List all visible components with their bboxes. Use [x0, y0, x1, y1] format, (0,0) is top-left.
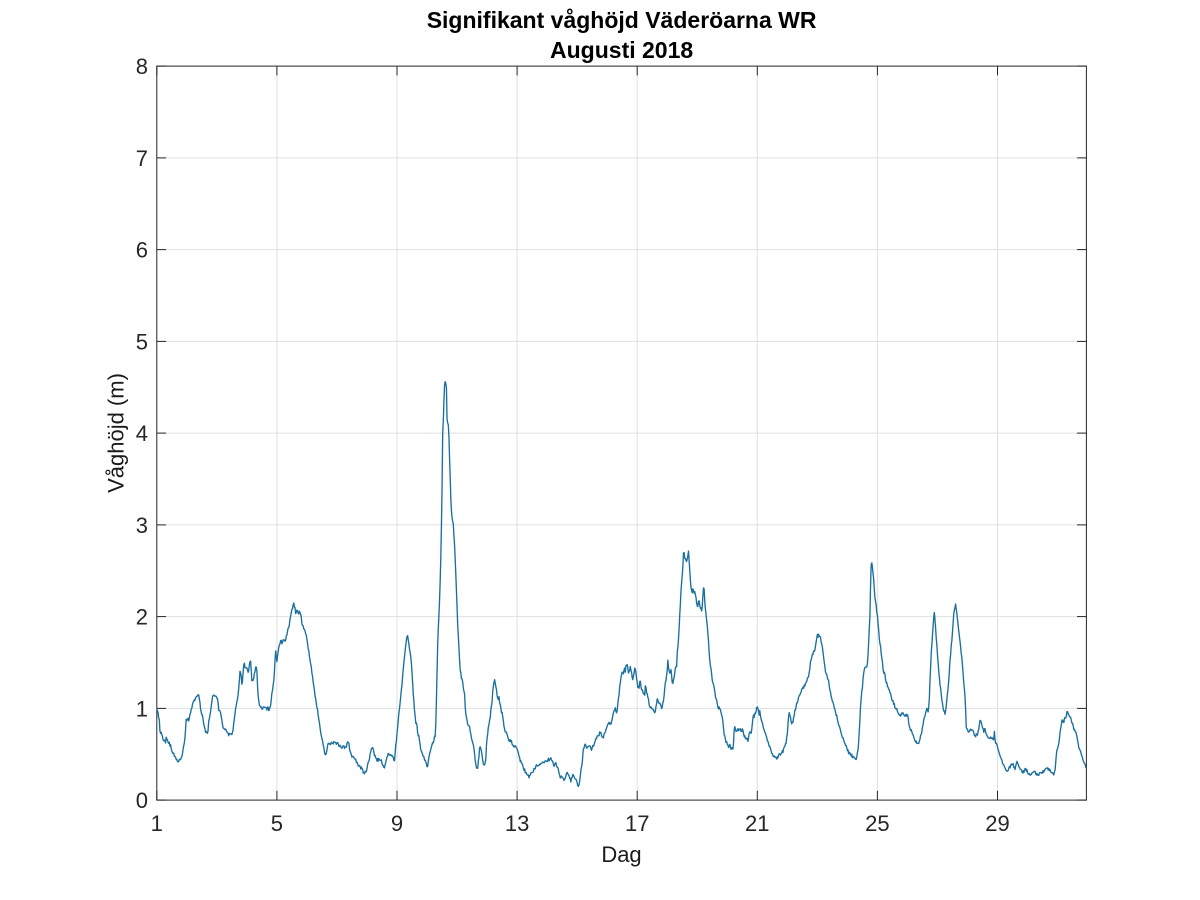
svg-text:Våghöjd (m): Våghöjd (m)	[104, 373, 129, 493]
svg-text:Signifikant våghöjd Väderöarna: Signifikant våghöjd Väderöarna WR	[427, 7, 817, 33]
svg-text:17: 17	[625, 811, 649, 836]
svg-text:Dag: Dag	[601, 842, 641, 867]
svg-text:2: 2	[136, 605, 148, 630]
svg-text:Augusti 2018: Augusti 2018	[550, 37, 693, 63]
svg-text:9: 9	[391, 811, 403, 836]
svg-text:13: 13	[505, 811, 529, 836]
svg-text:7: 7	[136, 146, 148, 171]
svg-text:4: 4	[136, 421, 148, 446]
svg-text:25: 25	[865, 811, 889, 836]
svg-text:1: 1	[151, 811, 163, 836]
svg-text:3: 3	[136, 513, 148, 538]
svg-text:5: 5	[136, 329, 148, 354]
svg-text:1: 1	[136, 696, 148, 721]
svg-text:8: 8	[136, 54, 148, 79]
svg-text:5: 5	[271, 811, 283, 836]
svg-text:6: 6	[136, 238, 148, 263]
svg-text:29: 29	[985, 811, 1009, 836]
svg-text:21: 21	[745, 811, 769, 836]
svg-text:0: 0	[136, 788, 148, 813]
